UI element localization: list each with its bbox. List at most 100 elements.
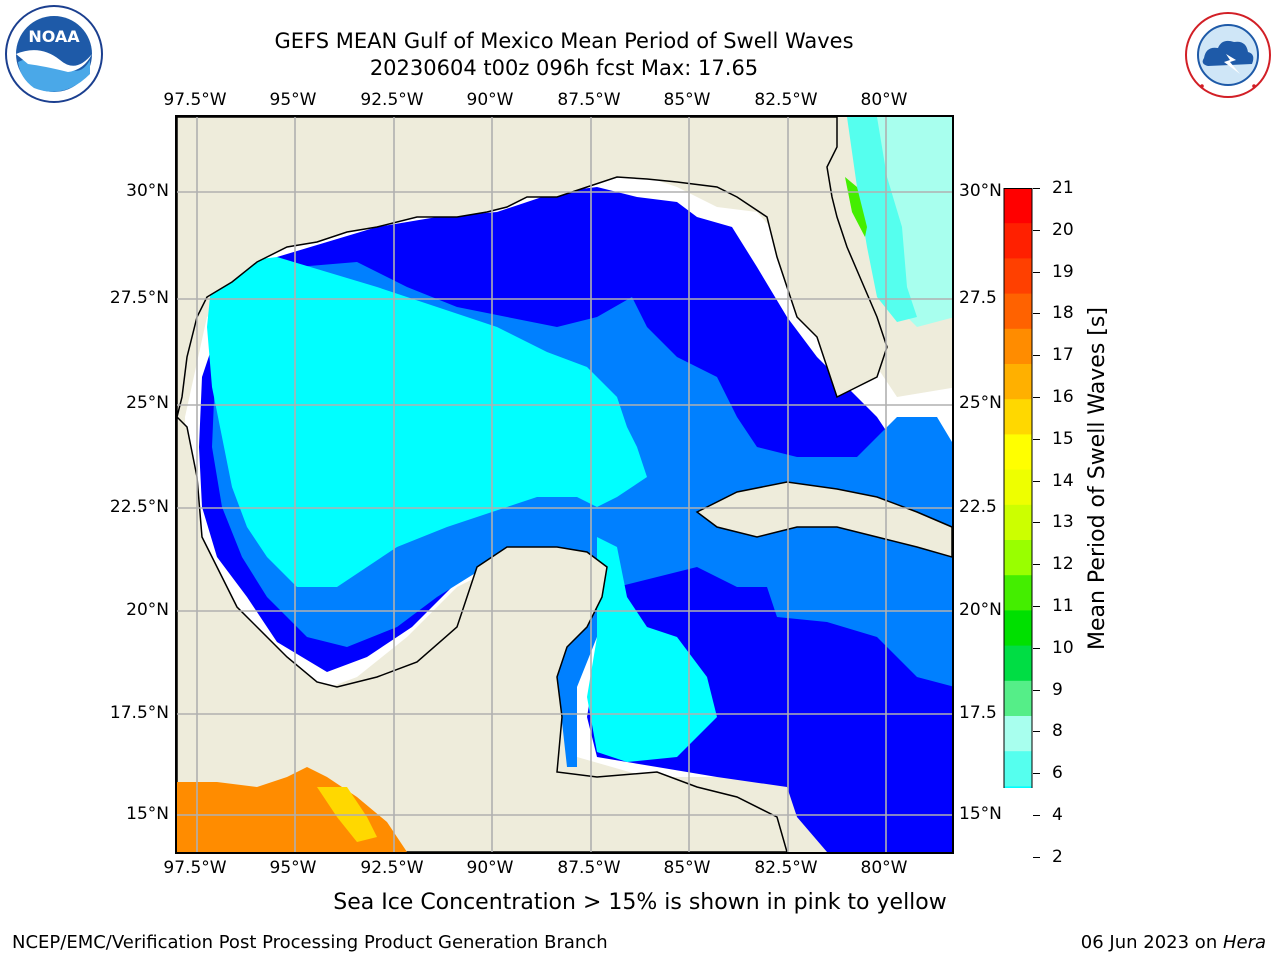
sea-ice-caption: Sea Ice Concentration > 15% is shown in … [333,890,947,915]
lon-label-top-92.5: 92.5°W [360,90,424,110]
map-svg [177,117,952,852]
lat-label-left-27.5: 27.5°N [109,288,169,308]
contour-cyan-6-8 [207,257,717,762]
noaa-logo: NOAA [4,4,104,104]
colorbar-tick-label: 19 [1052,261,1074,282]
colorbar-tick-label: 21 [1052,178,1074,198]
lon-label-bottom-92.5: 92.5°W [360,858,424,878]
land-mexico [177,415,788,852]
lon-label-top-87.5: 87.5°W [557,90,621,110]
colorbar-tick-label: 15 [1052,428,1074,449]
footer-date: 06 Jun 2023 on [1080,932,1223,953]
colorbar-tick-label: 12 [1052,554,1074,575]
colorbar-band [1004,399,1032,435]
colorbar-svg [1003,188,1033,886]
colorbar-tick-mark [1033,397,1040,398]
lon-label-bottom-82.5: 82.5°W [754,858,818,878]
lat-label-right-27.5: 27.5 [959,288,997,308]
graticule [177,117,952,852]
footer-host: Hera [1222,932,1266,953]
colorbar-band [1004,645,1032,682]
colorbar-tick-mark [1033,522,1040,524]
lat-label-right-17.5: 17.5 [959,703,997,723]
lat-label-left-20: 20°N [126,600,169,620]
noaa-logo-text: NOAA [28,27,80,46]
colorbar-band [1004,364,1032,400]
lat-label-left-22.5: 22.5°N [109,497,169,517]
map-panel [175,115,954,854]
colorbar-band [1004,434,1032,471]
colorbar-band [1004,223,1032,259]
lat-label-right-25: 25°N [959,393,1002,413]
lon-label-bottom-90: 90°W [466,858,514,878]
colorbar [1003,188,1033,886]
footer-right: 06 Jun 2023 on Hera [1081,932,1266,953]
colorbar-tick-mark [1033,313,1040,315]
lon-label-bottom-80: 80°W [860,858,908,878]
colorbar-tick-mark [1033,480,1040,482]
colorbar-band [1004,540,1032,576]
lon-label-bottom-97.5: 97.5°W [163,858,227,878]
colorbar-tick-label: 10 [1052,637,1074,658]
lat-label-left-17.5: 17.5°N [109,703,169,723]
colorbar-tick-label: 6 [1052,763,1063,784]
lon-label-top-97.5: 97.5°W [163,90,227,110]
footer-left: NCEP/EMC/Verification Post Processing Pr… [12,932,608,953]
title-line-2: 20230604 t00z 096h fcst Max: 17.65 [369,56,759,80]
colorbar-tick-mark [1033,773,1040,775]
lat-label-right-30: 30°N [959,181,1002,201]
lat-label-left-25: 25°N [126,393,169,413]
colorbar-band [1004,610,1032,647]
colorbar-tick-mark [1033,355,1040,357]
lon-label-top-80: 80°W [860,90,908,110]
colorbar-band [1004,293,1032,330]
lon-label-top-90: 90°W [466,90,514,110]
colorbar-tick-mark [1033,229,1040,231]
lon-label-bottom-85: 85°W [663,858,711,878]
colorbar-tick-mark [1033,815,1040,816]
colorbar-tick-mark [1033,856,1040,858]
lon-label-bottom-87.5: 87.5°W [557,858,621,878]
lon-label-bottom-95: 95°W [269,858,317,878]
colorbar-tick-label: 20 [1052,219,1074,240]
colorbar-band [1004,469,1032,506]
colorbar-tick-label: 2 [1052,846,1063,867]
colorbar-band [1004,680,1032,717]
lat-label-left-15: 15°N [126,804,169,824]
colorbar-tick-mark [1033,606,1040,607]
lat-label-right-22.5: 22.5 [959,497,997,517]
colorbar-band [1004,786,1032,823]
colorbar-label-wrap: Mean Period of Swell Waves [s] [1085,307,1119,684]
contour-aqua-east [847,117,917,322]
lon-label-top-95: 95°W [269,90,317,110]
colorbar-band [1004,258,1032,295]
lat-label-left-30: 30°N [126,181,169,201]
colorbar-tick-mark [1033,438,1040,440]
colorbar-tick-mark [1033,188,1040,189]
colorbar-tick-mark [1033,731,1040,733]
colorbar-tick-label: 14 [1052,470,1074,491]
nws-logo [1180,10,1276,100]
colorbar-band [1004,188,1032,224]
land-cuba [695,481,952,558]
title-line-1: GEFS MEAN Gulf of Mexico Mean Period of … [274,29,854,53]
colorbar-label: Mean Period of Swell Waves [s] [1085,307,1110,650]
colorbar-band [1004,328,1032,365]
colorbar-tick-mark [1033,647,1040,649]
lon-label-top-85: 85°W [663,90,711,110]
colorbar-tick-label: 8 [1052,721,1063,742]
colorbar-tick-label: 13 [1052,512,1074,533]
colorbar-tick-label: 18 [1052,303,1074,324]
lon-label-top-82.5: 82.5°W [754,90,818,110]
colorbar-tick-label: 11 [1052,596,1074,616]
colorbar-band [1004,575,1032,611]
lat-label-right-20: 20°N [959,600,1002,620]
colorbar-band [1004,504,1032,541]
colorbar-tick-mark [1033,564,1040,566]
colorbar-tick-mark [1033,271,1040,273]
lat-label-right-15: 15°N [959,804,1002,824]
colorbar-tick-label: 16 [1052,387,1074,407]
colorbar-tick-label: 4 [1052,805,1063,825]
colorbar-band [1004,716,1032,752]
colorbar-tick-label: 17 [1052,345,1074,366]
